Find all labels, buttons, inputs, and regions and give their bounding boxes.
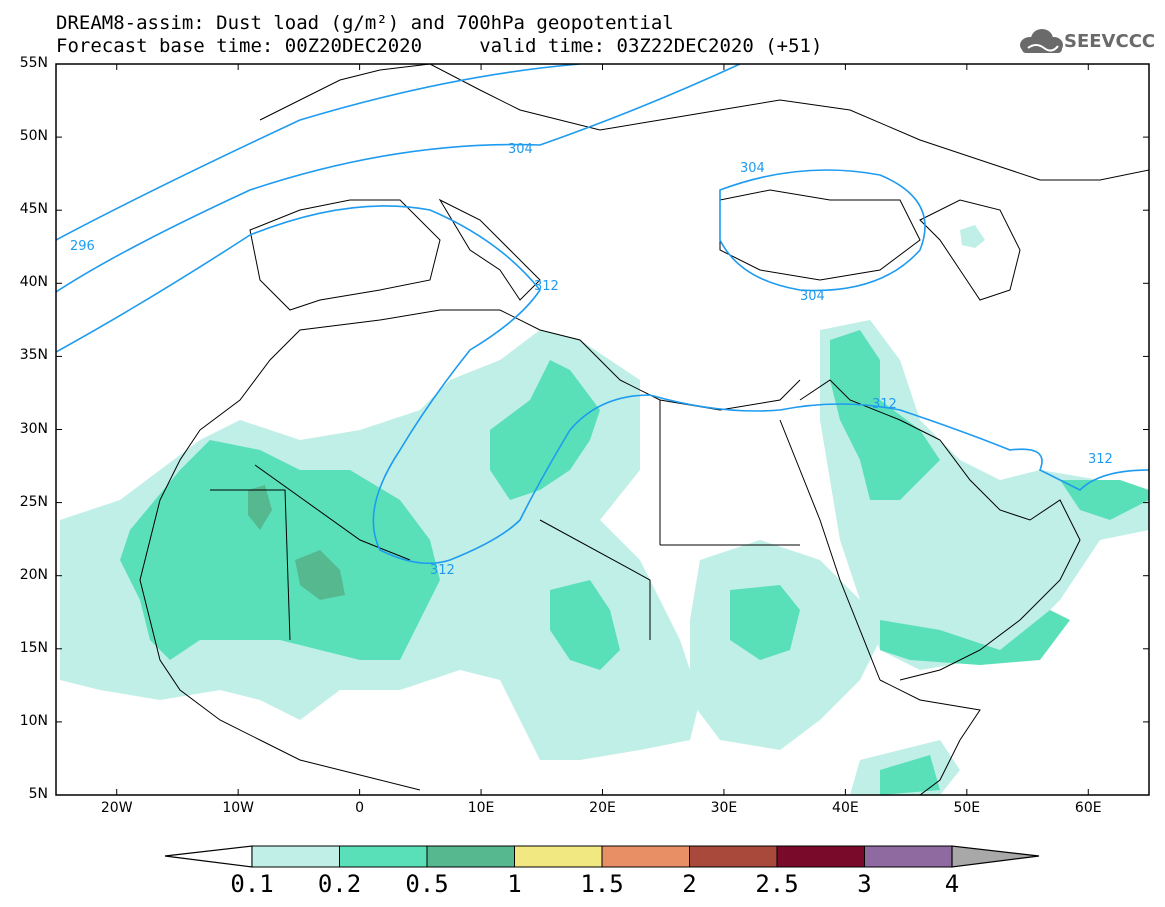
colorbar-label: 2 xyxy=(682,870,697,898)
dust-shading xyxy=(60,225,1149,795)
dust-region-mauritania-core xyxy=(248,485,272,530)
contour-label: 312 xyxy=(872,397,897,412)
lat-label: 10N xyxy=(19,712,48,729)
lat-label: 15N xyxy=(19,639,48,656)
coastline-arabia xyxy=(799,379,1081,681)
colorbar-label: 2.5 xyxy=(755,870,799,898)
coastline-horn xyxy=(879,679,981,795)
lon-label: 0 xyxy=(355,800,365,816)
coastline-black-sea xyxy=(719,189,921,281)
colorbar-label: 3 xyxy=(857,870,872,898)
colorbar-swatch xyxy=(601,845,690,868)
dust-region-chad xyxy=(550,580,620,670)
dust-region-libya xyxy=(490,360,600,500)
coastline-caspian xyxy=(919,199,1021,301)
colorbar-high-arrow xyxy=(951,845,1040,868)
colorbar-label: 0.5 xyxy=(405,870,449,898)
colorbar-swatch xyxy=(514,845,603,868)
lat-label: 25N xyxy=(19,493,48,510)
colorbar-swatch xyxy=(776,845,865,868)
border-mauritania xyxy=(210,489,291,641)
contour-312 xyxy=(56,205,1149,565)
contour-296 xyxy=(56,64,581,241)
coastline-europe xyxy=(259,64,1149,181)
colorbar-swatch xyxy=(864,845,953,868)
colorbar-swatch xyxy=(426,845,515,868)
lon-label: 20E xyxy=(589,800,616,816)
contour-label: 312 xyxy=(430,563,455,578)
lat-label: 5N xyxy=(28,786,48,802)
lat-label: 20N xyxy=(19,566,48,583)
dust-region-iraq xyxy=(830,330,940,500)
contour-labels: 296 304 304 304 312 312 312 312 xyxy=(70,142,1113,578)
map-subtitle: Forecast base time: 00Z20DEC2020 valid t… xyxy=(56,35,823,57)
country-borders xyxy=(139,64,1149,795)
border-algeria-mali xyxy=(254,464,411,561)
map-title: DREAM8-assim: Dust load (g/m²) and 700hP… xyxy=(56,12,674,34)
lat-label: 55N xyxy=(19,55,48,71)
colorbar xyxy=(164,845,1040,868)
contour-304-low xyxy=(719,169,926,292)
contour-label: 304 xyxy=(740,161,765,176)
cloud-icon xyxy=(1020,29,1063,53)
dust-region-sahara-west xyxy=(120,440,440,660)
geopotential-contours xyxy=(56,64,1149,565)
contour-304-north xyxy=(56,64,741,293)
coastline-africa-west xyxy=(139,429,421,791)
contour-label: 312 xyxy=(1088,452,1113,467)
colorbar-label: 1.5 xyxy=(580,870,624,898)
lat-label: 50N xyxy=(19,128,48,145)
lon-label: 10W xyxy=(222,800,254,816)
coastline-iberia xyxy=(249,199,441,311)
colorbar-low-arrow xyxy=(164,845,253,868)
colorbar-swatch xyxy=(251,845,340,868)
colorbar-swatch xyxy=(339,845,428,868)
contour-label: 304 xyxy=(800,289,825,304)
dust-region-mali-core xyxy=(295,550,345,600)
lon-label: 20W xyxy=(100,800,133,816)
axis-ticks xyxy=(56,63,1149,796)
contour-label: 304 xyxy=(508,142,533,157)
colorbar-label: 1 xyxy=(507,870,522,898)
dust-region-horn-core xyxy=(880,755,940,795)
border-sudan-chad xyxy=(539,519,651,640)
dust-region-sudan-core xyxy=(730,585,800,660)
lon-label: 10E xyxy=(467,800,495,816)
colorbar-swatch xyxy=(689,845,778,868)
colorbar-label: 0.2 xyxy=(317,870,362,898)
coastline-red-sea xyxy=(779,419,881,681)
lat-label: 45N xyxy=(19,201,48,218)
logo-text: SEEVCCC xyxy=(1064,31,1156,52)
dust-region-oman xyxy=(1060,480,1149,520)
lat-label: 30N xyxy=(19,420,48,437)
contour-label: 296 xyxy=(70,239,95,254)
colorbar-label: 4 xyxy=(944,870,960,898)
lon-label: 60E xyxy=(1074,800,1102,816)
colorbar-label: 0.1 xyxy=(230,870,274,898)
lon-label: 40E xyxy=(832,800,859,816)
lat-label: 35N xyxy=(19,347,48,364)
dust-region-yemen xyxy=(880,610,1070,665)
contour-label: 312 xyxy=(534,279,559,294)
lon-label: 50E xyxy=(953,800,981,816)
lat-label: 40N xyxy=(19,274,48,291)
coastline-italy xyxy=(438,198,541,301)
dust-region-caspian xyxy=(960,225,985,248)
lon-label: 30E xyxy=(710,800,738,816)
